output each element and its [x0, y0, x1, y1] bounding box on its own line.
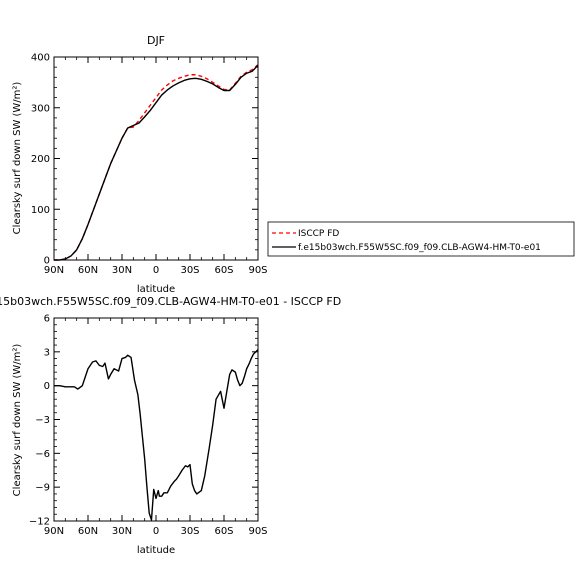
top-series — [54, 64, 259, 261]
bottom-x-tick-label: 60N — [78, 526, 98, 537]
bottom-series-line-0 — [54, 349, 259, 521]
bottom-chart-title: f.e15b03wch.F55W5SC.f09_f09.CLB-AGW4-HM-… — [0, 295, 341, 308]
top-y-tick-label: 100 — [31, 205, 50, 216]
top-x-tick-label: 60S — [214, 265, 233, 276]
top-y-tick-label: 400 — [31, 53, 50, 64]
top-y-tick-label: 200 — [31, 154, 50, 165]
legend-box — [267, 221, 575, 257]
bottom-y-tick-label: 3 — [44, 347, 50, 358]
top-chart: DJF 90N 60N 30N 0 30S 60S 90S 0 100 200 300 400 lat… — [12, 34, 268, 295]
legend: ISCCP FD f.e15b03wch.F55W5SC.f09_f09.CLB… — [267, 221, 575, 257]
top-y-axis-label: Clearsky surf down SW (W/m²) — [12, 82, 23, 235]
bottom-y-axis-label: Clearsky surf down SW (W/m²) — [12, 344, 23, 497]
bottom-x-tick-label: 30S — [180, 526, 199, 537]
bottom-plot-frame — [53, 317, 259, 522]
bottom-ticks: 90N 60N 30N 0 30S 60S 90S −12 −9 −6 −3 0 3 6 — [29, 314, 268, 538]
top-x-tick-label: 90S — [248, 265, 267, 276]
bottom-y-tick-label: 0 — [44, 381, 50, 392]
top-x-axis-label: latitude — [137, 284, 175, 295]
bottom-x-tick-label: 90N — [44, 526, 64, 537]
top-plot-frame — [53, 56, 259, 261]
legend-label-model: f.e15b03wch.F55W5SC.f09_f09.CLB-AGW4-HM-… — [298, 243, 541, 253]
bottom-y-tick-label: −6 — [35, 449, 50, 460]
top-ticks: 90N 60N 30N 0 30S 60S 90S 0 100 200 300 400 — [31, 53, 268, 277]
legend-label-isccp: ISCCP FD — [298, 229, 339, 239]
top-x-tick-label: 30N — [112, 265, 132, 276]
bottom-x-tick-label: 30N — [112, 526, 132, 537]
bottom-x-tick-label: 0 — [153, 526, 159, 537]
top-y-tick-label: 0 — [44, 256, 50, 267]
top-x-tick-label: 30S — [180, 265, 199, 276]
top-series-line-0 — [54, 64, 259, 261]
bottom-x-tick-label: 60S — [214, 526, 233, 537]
top-x-tick-label: 0 — [153, 265, 159, 276]
bottom-y-tick-label: −12 — [29, 517, 50, 528]
top-y-tick-label: 300 — [31, 103, 50, 114]
bottom-y-tick-label: −3 — [35, 415, 50, 426]
top-chart-title: DJF — [147, 34, 165, 47]
bottom-chart: f.e15b03wch.F55W5SC.f09_f09.CLB-AGW4-HM-… — [0, 295, 341, 556]
bottom-y-tick-label: 6 — [44, 314, 50, 325]
top-series-line-1 — [54, 64, 259, 261]
top-x-tick-label: 60N — [78, 265, 98, 276]
top-x-tick-label: 90N — [44, 265, 64, 276]
bottom-y-tick-label: −9 — [35, 483, 50, 494]
bottom-x-tick-label: 90S — [248, 526, 267, 537]
bottom-x-axis-label: latitude — [137, 545, 175, 556]
bottom-series — [54, 349, 259, 521]
